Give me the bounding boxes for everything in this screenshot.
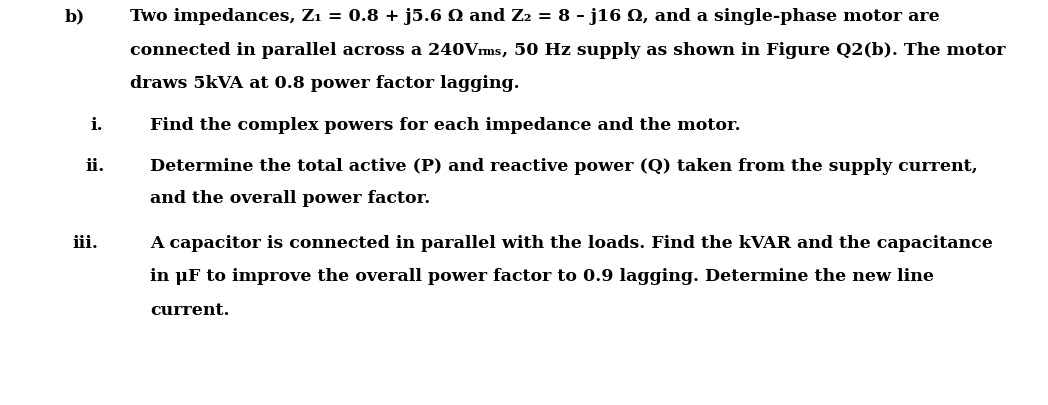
Text: Two impedances, Z₁ = 0.8 + j5.6 Ω and Z₂ = 8 – j16 Ω, and a single-phase motor a: Two impedances, Z₁ = 0.8 + j5.6 Ω and Z₂… xyxy=(130,8,940,25)
Text: ii.: ii. xyxy=(85,158,104,175)
Text: current.: current. xyxy=(150,302,230,319)
Text: connected in parallel across a 240V: connected in parallel across a 240V xyxy=(130,42,478,59)
Text: b): b) xyxy=(65,8,85,25)
Text: , 50 Hz supply as shown in Figure Q2(b). The motor: , 50 Hz supply as shown in Figure Q2(b).… xyxy=(502,42,1006,59)
Text: and the overall power factor.: and the overall power factor. xyxy=(150,190,431,207)
Text: draws 5kVA at 0.8 power factor lagging.: draws 5kVA at 0.8 power factor lagging. xyxy=(130,75,520,92)
Text: iii.: iii. xyxy=(72,235,97,252)
Text: Find the complex powers for each impedance and the motor.: Find the complex powers for each impedan… xyxy=(150,117,741,134)
Text: in μF to improve the overall power factor to 0.9 lagging. Determine the new line: in μF to improve the overall power facto… xyxy=(150,268,934,285)
Text: rms: rms xyxy=(478,46,502,57)
Text: A capacitor is connected in parallel with the loads. Find the kVAR and the capac: A capacitor is connected in parallel wit… xyxy=(150,235,992,252)
Text: Determine the total active (P) and reactive power (Q) taken from the supply curr: Determine the total active (P) and react… xyxy=(150,158,978,175)
Text: i.: i. xyxy=(90,117,103,134)
